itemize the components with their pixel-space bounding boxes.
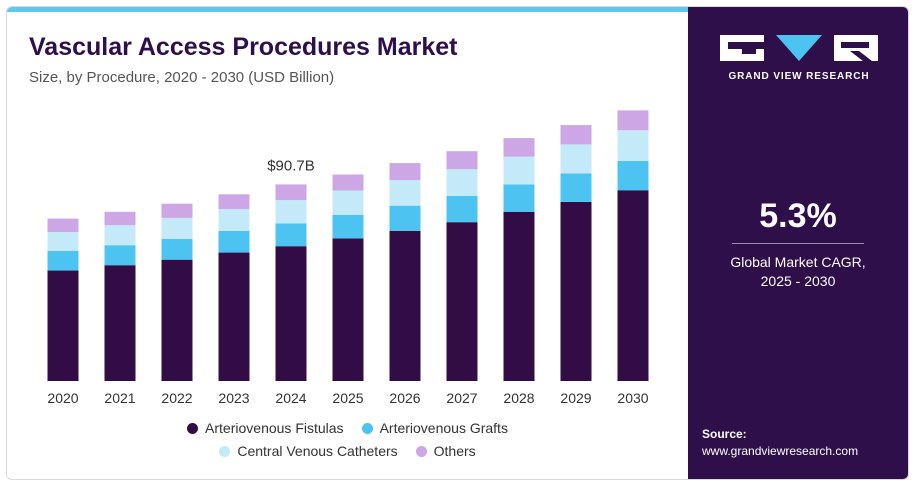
bar-segment-2024-1 [275,246,307,381]
x-tick-label-2027: 2027 [446,390,477,406]
legend-row-1: Arteriovenous Fistulas Arteriovenous Gra… [7,420,688,436]
legend-label-others: Others [433,443,476,459]
cagr-divider [732,243,864,244]
x-tick-label-2028: 2028 [503,390,534,406]
bar-segment-2025-1 [332,238,364,381]
bar-segment-2022-3 [161,217,193,239]
bar-segment-2027-1 [446,222,478,381]
cagr-label-line1: Global Market CAGR, [730,254,866,270]
accent-bar [7,7,688,12]
bar-chart: 2020 2021 2022 2023 2024 $90.7B 2025 2026 2027 20… [47,110,649,406]
legend-swatch-fistulas [187,422,199,434]
bar-segment-2025-3 [332,190,364,215]
bar-segment-2030-3 [617,130,649,161]
bar-segment-2023-4 [218,194,250,209]
bar-segment-2028-4 [503,138,535,157]
legend-item-others: Others [415,443,476,459]
bar-segment-2026-4 [389,163,421,181]
bar-segment-2023-1 [218,252,250,381]
bar-segment-2025-2 [332,214,364,239]
bar-segment-2024-3 [275,200,307,224]
grand-view-research-logo: GRAND VIEW RESEARCH [718,31,880,82]
bar-segment-2026-2 [389,205,421,231]
bar-segment-2021-1 [104,265,136,381]
bar-segment-2026-3 [389,180,421,206]
bar-segment-2022-1 [161,259,193,381]
bar-segment-2020-1 [47,270,79,381]
bar-segment-2021-2 [104,245,136,266]
bar-segment-2028-2 [503,184,535,212]
x-tick-label-2020: 2020 [47,390,78,406]
bar-segment-2028-3 [503,156,535,185]
legend-swatch-others [415,445,427,457]
bar-segment-2020-2 [47,250,79,271]
x-tick-label-2023: 2023 [218,390,249,406]
bar-segment-2027-2 [446,195,478,223]
bar-segment-2020-3 [47,232,79,251]
bar-segment-2030-1 [617,190,649,381]
x-tick-label-2025: 2025 [332,390,363,406]
legend-item-grafts: Arteriovenous Grafts [361,420,508,436]
bar-segment-2029-1 [560,201,592,381]
source-url[interactable]: www.grandviewresearch.com [702,444,859,458]
chart-card: Vascular Access Procedures Market Size, … [6,6,909,480]
x-tick-label-2022: 2022 [161,390,192,406]
legend-swatch-grafts [361,422,373,434]
x-tick-label-2024: 2024 [275,390,306,406]
bar-segment-2025-4 [332,174,364,191]
bar-segment-2029-4 [560,125,592,145]
cagr-label: Global Market CAGR, 2025 - 2030 [688,253,908,291]
legend-label-catheters: Central Venous Catheters [237,443,398,459]
cagr-label-line2: 2025 - 2030 [760,273,836,289]
bar-segment-2027-3 [446,169,478,196]
legend-swatch-catheters [219,445,231,457]
bar-segment-2021-4 [104,211,136,226]
bar-segment-2023-3 [218,209,250,231]
x-tick-label-2029: 2029 [560,390,591,406]
bar-segment-2027-4 [446,151,478,170]
bar-segment-2022-2 [161,238,193,260]
bar-segment-2022-4 [161,203,193,218]
legend-label-grafts: Arteriovenous Grafts [379,420,508,436]
bar-segment-2024-2 [275,223,307,247]
source-label: Source: [702,427,747,441]
logo-mark-icon [720,35,878,61]
x-tick-label-2021: 2021 [104,390,135,406]
legend-row-2: Central Venous Catheters Others [7,443,688,459]
sidebar-panel: GRAND VIEW RESEARCH 5.3% Global Market C… [688,7,908,479]
cagr-value: 5.3% [759,197,837,235]
bar-segment-2023-2 [218,231,250,253]
legend-item-fistulas: Arteriovenous Fistulas [187,420,344,436]
x-tick-label-2026: 2026 [389,390,420,406]
chart-title: Vascular Access Procedures Market [29,33,458,61]
bar-segment-2028-1 [503,211,535,381]
bar-segment-2029-2 [560,173,592,202]
bar-segment-2029-3 [560,144,592,174]
legend-item-catheters: Central Venous Catheters [219,443,398,459]
data-label-2024: $90.7B [267,157,315,174]
bar-segment-2030-4 [617,110,649,131]
bar-segment-2024-4 [275,184,307,201]
legend-label-fistulas: Arteriovenous Fistulas [205,420,344,436]
x-tick-label-2030: 2030 [617,390,648,406]
bar-segment-2021-3 [104,225,136,246]
bar-segment-2020-4 [47,218,79,232]
logo-text: GRAND VIEW RESEARCH [728,71,870,82]
chart-subtitle: Size, by Procedure, 2020 - 2030 (USD Bil… [29,69,335,86]
bar-segment-2026-1 [389,230,421,381]
bar-segment-2030-2 [617,160,649,191]
